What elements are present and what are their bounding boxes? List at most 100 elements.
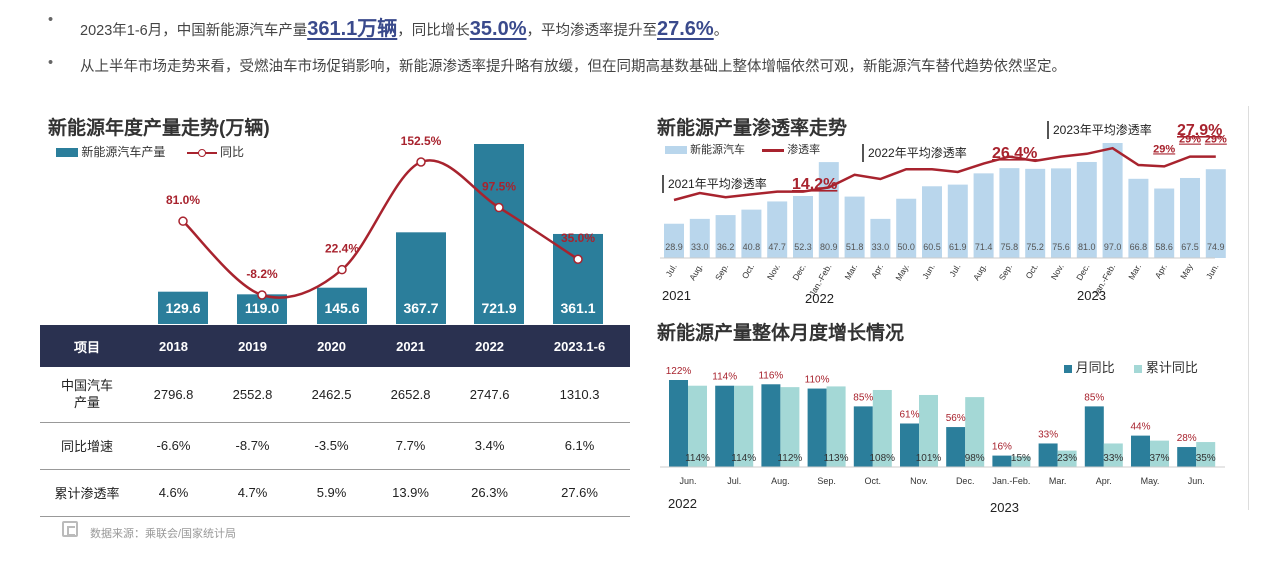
pen-month-label: Jun. [1204,262,1221,281]
pen-bar-label: 52.3 [794,242,812,252]
monthly-yoy-label: 122% [666,366,692,377]
pen-bar [1128,178,1149,258]
table-row: 同比增速 -6.6% -8.7% -3.5% 7.7% 3.4% 6.1% [40,422,630,470]
cumulative-yoy-bar [780,387,800,467]
growth-chart-title: 新能源产量整体月度增长情况 [657,323,905,344]
legend-bar-label: 新能源汽车产量 [81,145,166,159]
pen-bar-label: 75.6 [1052,242,1070,252]
yoy-label: -8.2% [246,267,278,281]
pen-month-label: May [1178,261,1195,281]
source-note: 数据来源：乘联会/国家统计局 [90,528,237,540]
row-label: 同比增速 [40,422,134,470]
pen-bar [870,218,891,258]
pen-month-label: Aug. [971,262,988,282]
avg-annotation: 2021年平均渗透率 14.2% [662,175,837,193]
pen-bar [1025,168,1046,258]
cumulative-yoy-label: 23% [1057,453,1077,464]
legend-bar-label: 新能源汽车 [690,144,746,156]
monthly-yoy-bar [1038,443,1058,467]
avg-annotation: 2022年平均渗透率 26.4% [862,144,1037,162]
rate-callout: 29% [1179,134,1201,146]
table-cell: 1310.3 [529,367,630,423]
monthly-yoy-label: 116% [758,370,783,381]
month-label: Dec. [956,476,975,486]
legend-bar-swatch [665,146,687,155]
table-header-row: 项目 2018 2019 2020 2021 2022 2023.1-6 [40,325,630,367]
annotation-text: 2022年平均渗透率 [868,145,967,160]
cumulative-yoy-bar [1196,442,1216,467]
pen-bar-label: 71.4 [975,242,993,252]
rate-callout: 29% [1153,143,1175,155]
pen-bar [1076,161,1097,258]
yoy-label: 22.4% [325,242,359,256]
legend-cumulative-label: 累计同比 [1145,360,1198,375]
growth-year-label: 2023 [990,500,1019,515]
pen-bar-label: 60.5 [923,242,941,252]
month-label: May. [1141,476,1160,486]
source-icon [62,521,78,537]
cumulative-yoy-label: 108% [870,453,896,464]
monthly-yoy-label: 56% [946,413,966,424]
pen-bar [1051,168,1071,258]
pen-bar [999,168,1020,258]
bar-value-label: 361.1 [560,300,595,316]
table-header: 2019 [213,325,293,367]
monthly-yoy-label: 16% [992,442,1012,453]
cumulative-yoy-bar [734,385,754,467]
divider [1248,106,1249,510]
monthly-yoy-label: 114% [712,372,737,383]
table-cell: 2796.8 [134,367,214,423]
yoy-label: 35.0% [561,231,595,245]
cumulative-yoy-bar [688,385,707,467]
table-cell: 5.9% [292,469,372,517]
pen-bar-label: 61.9 [949,242,967,252]
table-row: 中国汽车 产量 2796.8 2552.8 2462.5 2652.8 2747… [40,367,630,423]
table-cell: 3.4% [450,422,530,470]
pen-bar-label: 51.8 [846,242,864,252]
legend-line-swatch [186,148,217,158]
yoy-point [573,254,583,264]
pen-month-label: Sep. [713,262,730,282]
cumulative-yoy-bar [1103,443,1123,467]
monthly-yoy-bar [669,380,688,467]
pen-bar [715,215,736,258]
month-label: Apr. [1096,476,1112,486]
pen-month-label: Aug. [687,262,704,282]
table-row: 累计渗透率 4.6% 4.7% 5.9% 13.9% 26.3% 27.6% [40,469,630,517]
pen-bar [741,209,762,258]
pen-bar [973,173,994,258]
month-label: Jan.-Feb. [992,476,1030,486]
pen-bar-label: 75.8 [1001,242,1019,252]
table-cell: 2747.6 [450,367,530,423]
pen-bar [1102,143,1123,258]
pen-bar-label: 33.0 [872,242,890,252]
table-cell: 26.3% [450,469,530,517]
pen-bar-label: 74.9 [1207,242,1225,252]
annual-chart-title: 新能源年度产量走势(万辆) [48,118,270,139]
table-cell: 4.6% [134,469,214,517]
pen-bar-label: 47.7 [768,242,786,252]
bullet-text: 从上半年市场走势来看，受燃油车市场促销影响，新能源渗透率提升略有放缓，但在同期高… [80,59,1066,75]
annotation-value: 27.9% [1177,122,1222,139]
cumulative-yoy-bar [1057,450,1077,467]
monthly-yoy-bar [761,384,781,467]
table-header: 2021 [371,325,451,367]
yoy-label: 97.5% [482,180,516,194]
pen-month-label: Mar. [1126,262,1143,281]
pen-month-label: May. [893,262,911,282]
monthly-yoy-label: 33% [1038,429,1058,440]
annual-bar [158,291,208,324]
pen-bar-label: 40.8 [743,242,761,252]
yoy-point [337,264,347,275]
pen-bar-label: 28.9 [665,242,683,252]
highlight-output: 361.1万辆 [307,18,398,40]
monthly-yoy-bar [853,406,873,467]
pen-bar-label: 66.8 [1130,242,1148,252]
pen-bar-label: 97.0 [1104,242,1122,252]
yoy-point [494,202,504,213]
legend-cumulative-swatch [1134,364,1143,373]
annotation-bar [862,144,864,162]
annotation-value: 26.4% [992,145,1037,162]
monthly-yoy-bar [946,427,966,467]
cumulative-yoy-label: 15% [1011,453,1031,464]
